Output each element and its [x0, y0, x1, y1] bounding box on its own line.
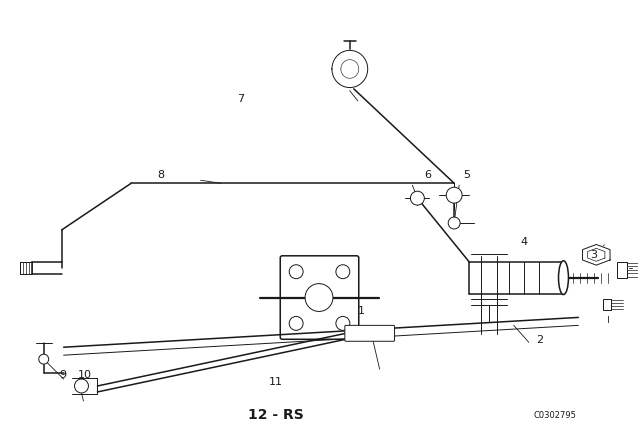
Text: 1: 1 [358, 306, 365, 316]
FancyBboxPatch shape [345, 325, 394, 341]
Text: 2: 2 [536, 335, 543, 345]
Bar [604, 298, 611, 310]
Text: 11: 11 [268, 377, 282, 387]
Text: 8: 8 [157, 170, 164, 180]
FancyBboxPatch shape [280, 256, 359, 339]
Text: 9: 9 [59, 370, 66, 380]
Circle shape [289, 316, 303, 330]
Circle shape [448, 217, 460, 229]
Text: 6: 6 [424, 170, 431, 180]
Circle shape [74, 379, 88, 393]
Ellipse shape [559, 261, 568, 294]
Polygon shape [332, 50, 368, 87]
Circle shape [336, 316, 350, 330]
Circle shape [289, 265, 303, 279]
Text: C0302795: C0302795 [534, 411, 577, 420]
Circle shape [410, 191, 424, 205]
Bar [617, 262, 627, 278]
Circle shape [39, 354, 49, 364]
Circle shape [305, 284, 333, 311]
Circle shape [336, 265, 350, 279]
Text: 12 - RS: 12 - RS [248, 409, 303, 422]
Text: 7: 7 [237, 95, 244, 104]
Text: 10: 10 [77, 370, 92, 380]
Circle shape [446, 187, 462, 203]
Text: 3: 3 [590, 250, 597, 260]
Text: 4: 4 [520, 237, 527, 247]
Text: 5: 5 [463, 170, 470, 180]
Polygon shape [582, 245, 610, 265]
